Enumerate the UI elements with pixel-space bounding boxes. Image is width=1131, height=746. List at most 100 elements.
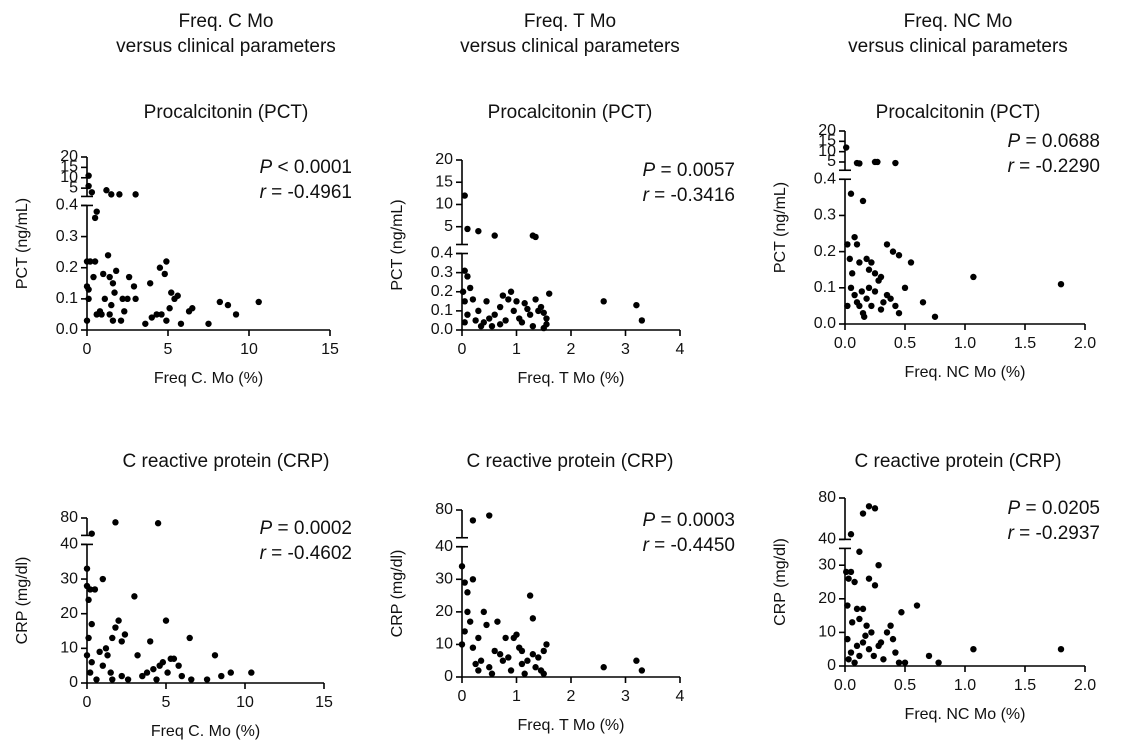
data-point	[871, 288, 879, 295]
y-tick-label: 10	[60, 169, 78, 186]
stat-annotation: P < 0.0001	[260, 157, 352, 178]
data-point	[847, 190, 855, 197]
data-point	[461, 298, 468, 305]
data-point	[505, 654, 512, 661]
data-point	[865, 284, 873, 292]
y-tick-label: 0.2	[56, 259, 78, 276]
data-point	[868, 259, 875, 266]
data-point	[540, 324, 547, 332]
data-point	[496, 651, 504, 658]
data-point	[488, 670, 496, 677]
data-point	[101, 295, 109, 303]
data-point	[483, 621, 490, 629]
data-point	[851, 233, 858, 241]
data-point	[488, 322, 496, 330]
data-point	[111, 289, 118, 296]
data-point	[461, 192, 468, 199]
x-tick-label: 15	[321, 341, 339, 358]
data-point	[130, 283, 138, 290]
data-point	[532, 233, 539, 241]
data-point	[507, 288, 515, 295]
y-tick-label: 0.3	[814, 207, 836, 224]
x-tick-label: 10	[236, 694, 254, 711]
data-point	[174, 292, 181, 299]
y-tick-label: 30	[435, 571, 453, 588]
column-header: versus clinical parameters	[460, 36, 680, 57]
y-tick-label: 0.1	[56, 290, 78, 307]
data-point	[118, 672, 125, 680]
data-point	[227, 669, 234, 676]
data-point	[532, 664, 539, 671]
x-tick-label: 10	[240, 341, 258, 358]
data-point	[847, 531, 855, 538]
data-point	[109, 317, 117, 324]
data-point	[521, 670, 528, 677]
y-axis-label: CRP (mg/dl)	[389, 550, 406, 638]
x-tick-label: 4	[676, 688, 685, 705]
data-point	[859, 639, 867, 646]
data-point	[458, 563, 466, 570]
data-point	[116, 191, 123, 198]
data-point	[851, 578, 858, 586]
y-tick-label: 0	[444, 668, 453, 685]
data-point	[100, 270, 107, 278]
data-point	[851, 291, 858, 299]
y-tick-label: 0.3	[56, 228, 78, 245]
x-tick-label: 0.5	[894, 677, 916, 694]
data-point	[148, 314, 155, 321]
data-point	[524, 305, 531, 313]
data-point	[109, 280, 117, 287]
data-point	[895, 659, 903, 666]
data-point	[85, 596, 92, 604]
data-point	[535, 654, 542, 661]
stat-annotation: P = 0.0002	[260, 518, 352, 539]
data-point	[901, 659, 909, 666]
x-tick-label: 0	[83, 341, 92, 358]
data-point	[104, 652, 111, 659]
data-point	[124, 676, 132, 683]
data-point	[85, 182, 92, 190]
data-point	[859, 510, 867, 517]
data-point	[843, 568, 850, 576]
data-point	[475, 634, 482, 642]
data-point	[499, 657, 507, 664]
data-point	[1057, 646, 1065, 653]
data-point	[935, 659, 942, 666]
x-tick-label: 2.0	[1074, 677, 1096, 694]
y-tick-label: 20	[818, 122, 836, 139]
x-tick-label: 2.0	[1074, 335, 1096, 352]
data-point	[86, 586, 94, 593]
y-tick-label: 10	[818, 143, 836, 160]
data-point	[469, 296, 477, 303]
data-point	[883, 629, 891, 636]
data-point	[159, 659, 167, 666]
data-point	[104, 252, 112, 259]
data-point	[163, 258, 170, 265]
data-point	[901, 284, 909, 292]
data-point	[880, 656, 887, 663]
data-point	[507, 667, 515, 674]
data-point	[477, 322, 485, 330]
column-header: versus clinical parameters	[116, 36, 336, 57]
data-point	[162, 617, 170, 624]
data-point	[849, 619, 856, 626]
data-point	[526, 592, 534, 599]
data-point	[491, 311, 498, 318]
data-point	[464, 608, 471, 616]
data-point	[88, 620, 95, 628]
data-point	[540, 309, 547, 316]
x-tick-label: 1.0	[954, 677, 976, 694]
data-point	[139, 672, 146, 680]
x-tick-label: 0.0	[834, 335, 856, 352]
x-tick-label: 5	[162, 694, 171, 711]
data-point	[108, 301, 115, 309]
data-point	[862, 632, 869, 639]
data-point	[871, 582, 879, 589]
data-point	[496, 303, 504, 311]
data-point	[461, 579, 468, 586]
data-point	[477, 657, 485, 664]
y-tick-label: 5	[444, 218, 453, 235]
data-point	[600, 664, 607, 671]
data-point	[99, 662, 107, 669]
data-point	[865, 575, 873, 582]
